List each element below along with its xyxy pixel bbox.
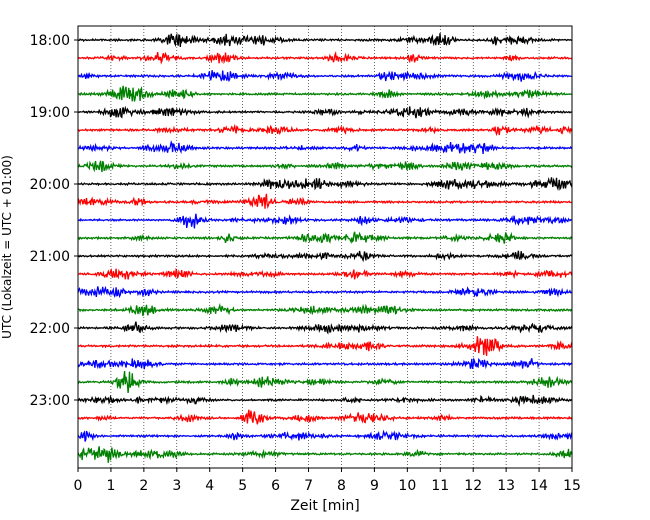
trace-2330	[77, 429, 573, 442]
trace-2200	[77, 321, 573, 335]
trace-2100	[77, 250, 573, 263]
plot-background	[78, 26, 572, 468]
x-tick-label: 0	[74, 478, 83, 494]
y-tick-label: 19:00	[30, 105, 70, 121]
trace-2115	[77, 267, 573, 280]
trace-2045	[77, 231, 573, 245]
trace-2345	[77, 446, 573, 463]
trace-2315	[77, 409, 573, 425]
x-tick-label: 6	[271, 478, 280, 494]
trace-1845	[77, 85, 573, 102]
trace-1830	[77, 70, 573, 83]
trace-1930	[77, 140, 573, 155]
y-axis-ticks: 18:00 19:00 20:00 21:00 22:00 23:00	[30, 33, 78, 409]
x-tick-label: 2	[139, 478, 148, 494]
trace-2015	[77, 193, 573, 209]
trace-1900	[77, 105, 573, 119]
x-tick-label: 4	[205, 478, 214, 494]
trace-2300	[77, 394, 573, 408]
trace-2130	[77, 285, 573, 299]
x-axis-ticks: 0 1 2 3 4 5 6 7 8 9 10 11 12 13 14 15	[74, 468, 581, 494]
x-tick-label: 3	[172, 478, 181, 494]
y-tick-label: 21:00	[30, 249, 70, 265]
trace-2245	[77, 370, 573, 393]
trace-1800	[77, 32, 573, 48]
trace-2000	[77, 176, 573, 191]
x-tick-label: 11	[431, 478, 449, 494]
trace-2215	[77, 336, 573, 356]
y-axis-label: UTC (Lokalzeit = UTC + 01:00)	[0, 155, 14, 339]
x-tick-label: 15	[563, 478, 581, 494]
y-tick-label: 23:00	[30, 393, 70, 409]
x-tick-label: 7	[304, 478, 313, 494]
x-tick-label: 8	[337, 478, 346, 494]
x-tick-label: 13	[497, 478, 515, 494]
trace-1945	[77, 160, 573, 173]
x-tick-label: 9	[370, 478, 379, 494]
trace-group	[77, 32, 573, 463]
x-axis-label: Zeit [min]	[290, 498, 359, 514]
trace-2030	[77, 213, 573, 229]
x-tick-label: 1	[106, 478, 115, 494]
y-tick-label: 18:00	[30, 33, 70, 49]
y-tick-label: 22:00	[30, 321, 70, 337]
x-tick-label: 10	[398, 478, 416, 494]
x-tick-label: 5	[238, 478, 247, 494]
x-tick-label: 12	[464, 478, 482, 494]
trace-2145	[77, 302, 573, 317]
y-tick-label: 20:00	[30, 177, 70, 193]
trace-1915	[77, 123, 573, 137]
plot-frame	[77, 25, 573, 469]
x-tick-label: 14	[530, 478, 548, 494]
trace-1815	[77, 50, 573, 65]
trace-2230	[77, 357, 573, 370]
